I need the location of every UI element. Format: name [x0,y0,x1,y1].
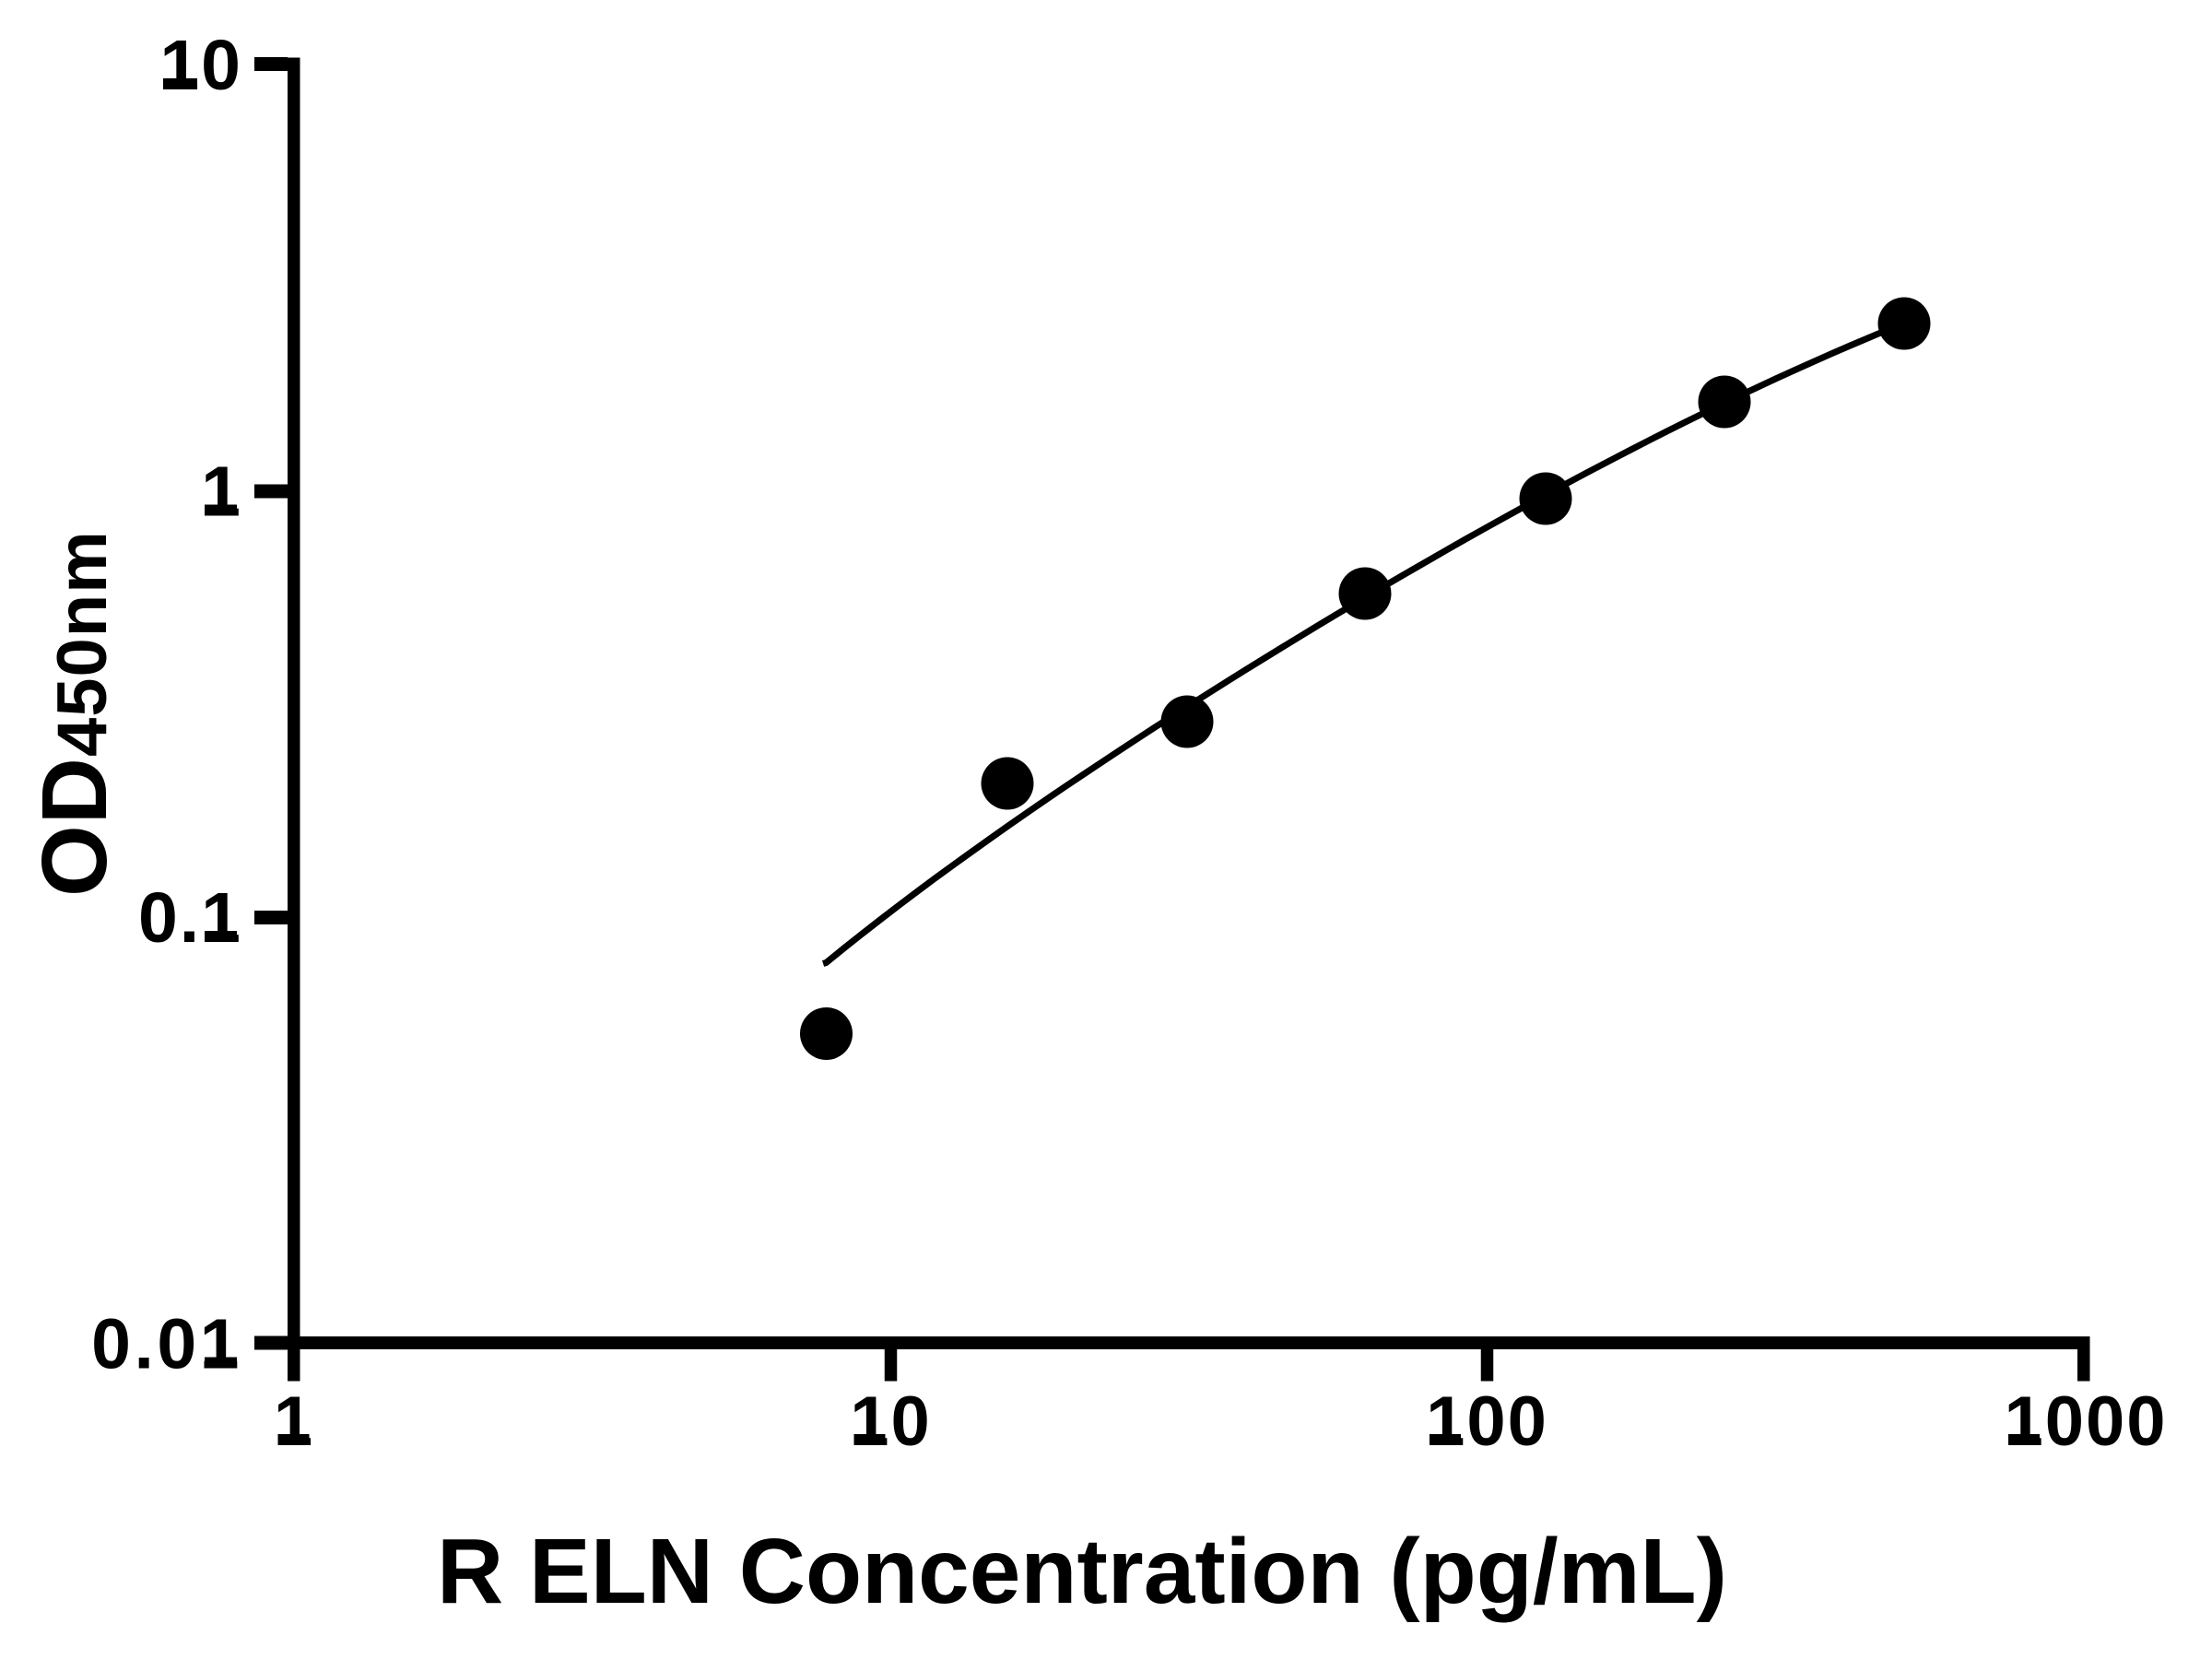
svg-text:OD450nm: OD450nm [23,530,126,897]
svg-text:1000: 1000 [2004,1382,2167,1461]
svg-text:1: 1 [201,453,242,532]
svg-text:10: 10 [850,1382,932,1461]
svg-text:10: 10 [159,26,242,105]
svg-text:1: 1 [274,1382,314,1461]
svg-text:R ELN Concentration (pg/mL): R ELN Concentration (pg/mL) [437,1520,1727,1623]
svg-text:0.1: 0.1 [138,878,242,958]
svg-text:0.01: 0.01 [91,1305,242,1384]
svg-text:100: 100 [1426,1382,1548,1461]
